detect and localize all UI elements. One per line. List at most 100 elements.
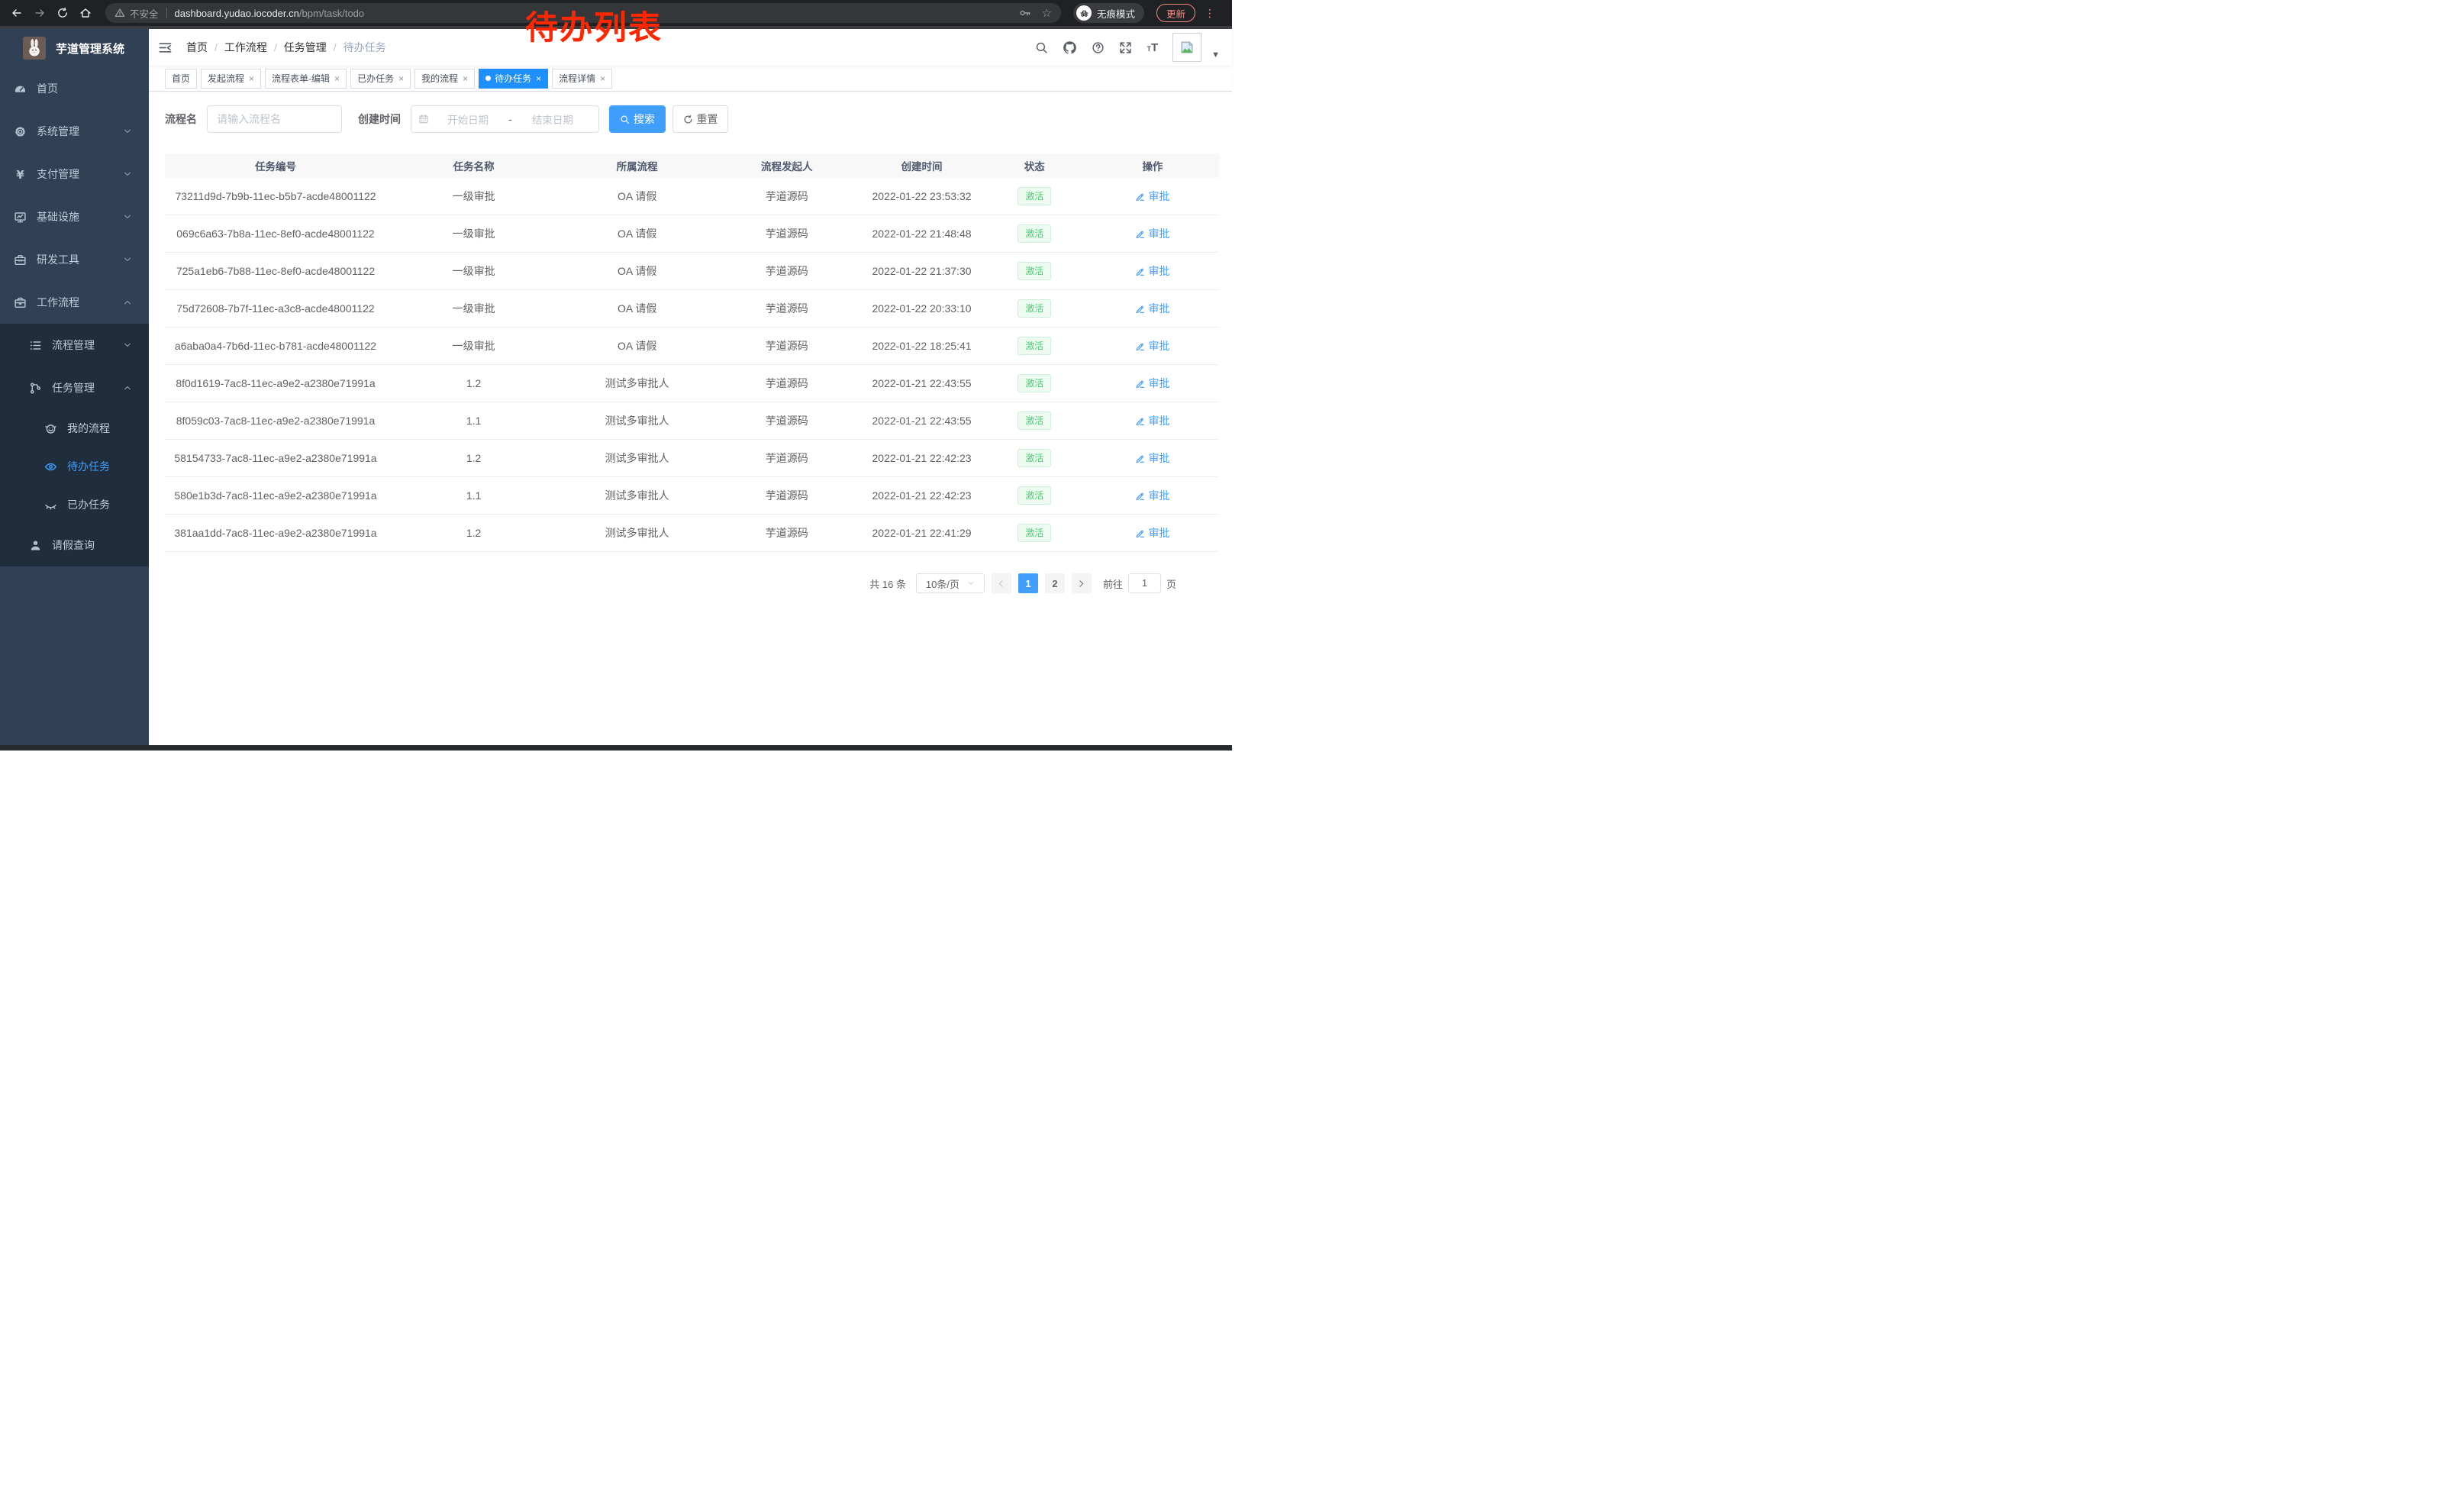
sidebar-item-0[interactable]: 首页 — [0, 67, 149, 110]
column-header: 任务编号 — [255, 161, 296, 173]
bottom-scrollbar-strip — [0, 745, 1232, 750]
prev-page-button[interactable] — [991, 573, 1011, 593]
sidebar-item-9[interactable]: 待办任务 — [0, 447, 149, 486]
search-icon[interactable] — [1035, 41, 1048, 54]
url-bar[interactable]: 不安全 dashboard.yudao.iocoder.cn/bpm/task/… — [105, 3, 1061, 23]
start-date-placeholder[interactable]: 开始日期 — [447, 115, 489, 126]
next-page-button[interactable] — [1071, 573, 1092, 593]
approve-button[interactable]: 审批 — [1135, 189, 1169, 204]
task-name-cell: 1.2 — [466, 527, 482, 539]
breadcrumb-item[interactable]: 首页 — [186, 41, 208, 53]
process-cell: 测试多审批人 — [605, 452, 669, 464]
tab-发起流程[interactable]: 发起流程 × — [201, 68, 262, 89]
process-cell: OA 请假 — [617, 302, 657, 315]
bookmark-star-icon[interactable]: ☆ — [1041, 7, 1052, 20]
sidebar-item-label: 已办任务 — [67, 499, 110, 511]
chevron-up-icon — [123, 383, 132, 392]
starter-cell: 芋道源码 — [765, 415, 808, 427]
close-icon[interactable]: × — [600, 73, 606, 84]
close-icon[interactable]: × — [334, 73, 340, 84]
sidebar-item-10[interactable]: 已办任务 — [0, 486, 149, 524]
browser-home-button[interactable] — [76, 4, 95, 22]
close-icon[interactable]: × — [249, 73, 255, 84]
avatar-caret-icon[interactable]: ▼ — [1211, 50, 1220, 60]
search-button[interactable]: 搜索 — [609, 105, 666, 133]
close-icon[interactable]: × — [463, 73, 469, 84]
process-name-input[interactable]: 请输入流程名 — [207, 105, 342, 133]
status-badge: 激活 — [1018, 337, 1052, 355]
sidebar-item-1[interactable]: 系统管理 — [0, 110, 149, 153]
close-icon[interactable]: × — [536, 73, 542, 84]
sidebar-item-2[interactable]: ¥ 支付管理 — [0, 153, 149, 195]
column-header: 任务名称 — [453, 161, 495, 173]
task-name-cell: 1.1 — [466, 489, 482, 502]
approve-button[interactable]: 审批 — [1135, 488, 1169, 503]
url-host: dashboard.yudao.iocoder.cn — [174, 7, 299, 19]
key-icon[interactable] — [1019, 7, 1031, 19]
browser-menu-icon[interactable]: ⋮ — [1205, 6, 1216, 19]
column-header: 操作 — [1142, 161, 1163, 173]
tab-流程表单-编辑[interactable]: 流程表单-编辑 × — [265, 68, 347, 89]
sidebar-item-5[interactable]: 工作流程 — [0, 281, 149, 324]
sidebar-item-8[interactable]: 我的流程 — [0, 409, 149, 447]
page-size-select[interactable]: 10条/页 — [915, 573, 985, 593]
reset-button[interactable]: 重置 — [672, 105, 728, 133]
close-icon[interactable]: × — [398, 73, 405, 84]
tab-我的流程[interactable]: 我的流程 × — [414, 68, 476, 89]
sidebar-item-3[interactable]: 基础设施 — [0, 195, 149, 238]
avatar[interactable] — [1172, 33, 1202, 62]
not-secure-label[interactable]: 不安全 — [130, 8, 159, 20]
starter-cell: 芋道源码 — [765, 265, 808, 277]
tab-label: 我的流程 — [421, 73, 459, 84]
browser-reload-button[interactable] — [53, 4, 72, 22]
sidebar-logo[interactable]: 芋道管理系统 — [0, 29, 149, 67]
action-cell: 审批 — [1086, 413, 1219, 428]
tab-已办任务[interactable]: 已办任务 × — [350, 68, 411, 89]
briefcase-icon — [14, 296, 27, 309]
tab-label: 首页 — [172, 73, 191, 84]
browser-strip — [0, 26, 1232, 29]
page-button-2[interactable]: 2 — [1044, 573, 1065, 593]
create-time-cell: 2022-01-22 18:25:41 — [872, 340, 972, 352]
breadcrumb-item[interactable]: 任务管理 — [283, 41, 327, 53]
not-secure-warning-icon[interactable] — [114, 8, 125, 18]
approve-button[interactable]: 审批 — [1135, 413, 1169, 428]
approve-button[interactable]: 审批 — [1135, 338, 1169, 353]
breadcrumb-item[interactable]: 工作流程 — [224, 41, 267, 53]
sidebar-item-6[interactable]: 流程管理 — [0, 324, 149, 366]
fullscreen-icon[interactable] — [1119, 41, 1132, 54]
eye-closed-icon — [44, 499, 57, 512]
approve-button[interactable]: 审批 — [1135, 301, 1169, 316]
browser-update-button[interactable]: 更新 — [1156, 4, 1196, 22]
sidebar-item-11[interactable]: 请假查询 — [0, 524, 149, 567]
page-annotation: 待办列表 — [525, 10, 663, 47]
status-cell: 激活 — [983, 412, 1086, 430]
tab-首页[interactable]: 首页 — [165, 68, 198, 89]
approve-button[interactable]: 审批 — [1135, 450, 1169, 466]
goto-page-input[interactable]: 1 — [1127, 573, 1161, 593]
browser-back-button[interactable] — [8, 4, 26, 22]
help-icon[interactable] — [1092, 41, 1105, 54]
edit-icon — [1135, 266, 1145, 276]
tab-流程详情[interactable]: 流程详情 × — [552, 68, 613, 89]
page-button-1[interactable]: 1 — [1018, 573, 1038, 593]
toolbox-icon — [14, 253, 27, 266]
sidebar-item-7[interactable]: 任务管理 — [0, 366, 149, 409]
approve-button[interactable]: 审批 — [1135, 226, 1169, 241]
sidebar-item-4[interactable]: 研发工具 — [0, 238, 149, 281]
approve-button[interactable]: 审批 — [1135, 376, 1169, 391]
create-time-cell: 2022-01-22 23:53:32 — [872, 190, 972, 202]
gear-icon — [14, 125, 27, 138]
approve-button[interactable]: 审批 — [1135, 263, 1169, 279]
process-cell: 测试多审批人 — [605, 489, 669, 502]
edit-icon — [1135, 341, 1145, 351]
approve-button[interactable]: 审批 — [1135, 525, 1169, 541]
github-icon[interactable] — [1063, 40, 1077, 55]
collapse-sidebar-icon[interactable] — [158, 40, 173, 55]
tab-待办任务[interactable]: 待办任务 × — [479, 68, 549, 89]
end-date-placeholder[interactable]: 结束日期 — [531, 115, 573, 126]
browser-forward-button[interactable] — [31, 4, 49, 22]
date-range-picker[interactable]: 开始日期 - 结束日期 — [411, 105, 599, 133]
